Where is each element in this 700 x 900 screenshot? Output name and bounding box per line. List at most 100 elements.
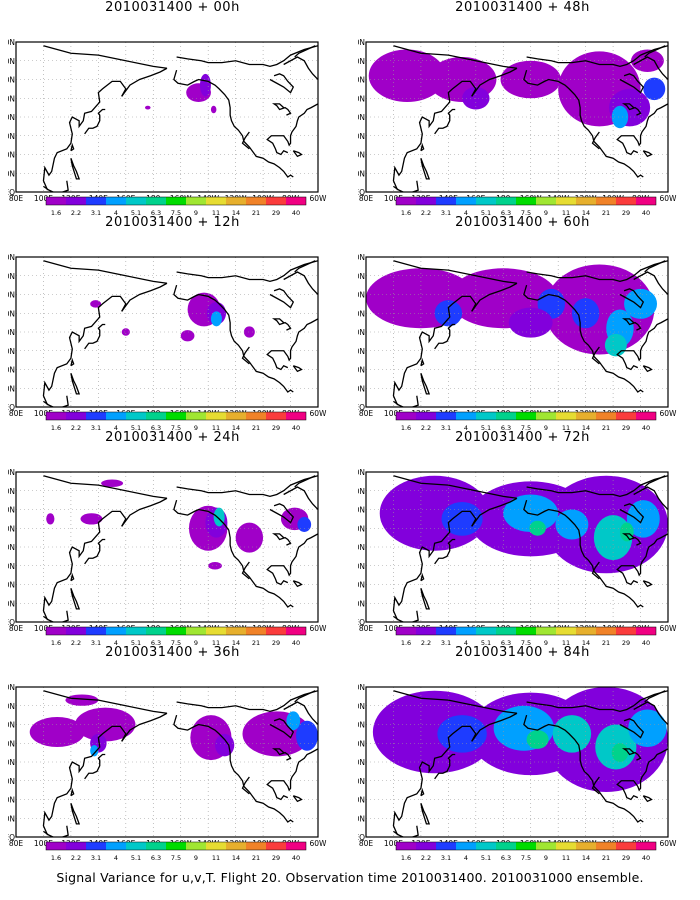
coastline [523,714,644,823]
colorbar-label: 9 [544,424,548,432]
colorbar-swatch [66,412,86,420]
variance-contour-fill [243,326,255,338]
colorbar-label: 1.6 [401,854,411,862]
coastline [616,103,668,156]
lat-tick-label: 60N [8,506,15,515]
colorbar-swatch [536,842,556,850]
colorbar-label: 2.2 [71,209,81,217]
lat-tick-label: 40N [358,113,365,122]
colorbar-label: 4 [464,424,468,432]
colorbar-label: 6.3 [151,639,161,647]
colorbar-swatch [516,197,536,205]
coastline [271,103,292,116]
variance-contour-fill [619,522,634,542]
colorbar-swatch [476,627,496,635]
forecast-panel: 2010031400 + 84h 80N 70N 60N 50N 40N 30N 20N 10N… [350,645,695,862]
variance-contour-fill [437,715,487,753]
lat-tick-label: EQ [8,188,15,197]
colorbar-label: 21 [252,639,260,647]
coastline [70,357,75,367]
lat-tick-label: 80N [358,253,365,262]
colorbar-swatch [596,197,616,205]
colorbar-label: 6.3 [151,424,161,432]
colorbar-swatch [86,197,106,205]
colorbar-label: 7.5 [521,854,531,862]
colorbar-label: 40 [292,854,300,862]
colorbar-swatch [246,412,266,420]
lat-tick-label: EQ [8,403,15,412]
coastline [393,610,419,622]
coastline [621,103,642,116]
coastline [392,80,477,191]
coastline [269,73,295,94]
colorbar: 1.6 2.2 3.1 4 5.1 6.3 7.5 9 11 14 21 29 40 [45,626,307,647]
colorbar-label: 3.1 [91,639,101,647]
colorbar-swatch [636,842,656,850]
lat-tick-label: 20N [8,366,15,375]
colorbar-label: 7.5 [521,424,531,432]
colorbar-label: 1.6 [401,209,411,217]
coastline [619,718,645,739]
colorbar-label: 2.2 [421,424,431,432]
lat-tick-label: 60N [8,721,15,730]
colorbar-swatch [536,412,556,420]
colorbar-label: 9 [544,854,548,862]
colorbar-swatch [286,842,306,850]
variance-contour-fill [80,513,103,525]
colorbar-label: 29 [622,639,630,647]
lat-tick-label: 80N [8,468,15,477]
colorbar-label: 40 [642,209,650,217]
lat-tick-label: 10N [8,814,15,823]
lat-tick-label: 10N [358,599,365,608]
coastline [392,295,477,406]
colorbar-outline [45,196,307,206]
lat-tick-label: EQ [358,188,365,197]
lon-tick-label: 80E [359,839,374,848]
colorbar-label: 40 [642,424,650,432]
colorbar-label: 6.3 [501,639,511,647]
lat-tick-label: 50N [358,739,365,748]
colorbar-label: 5.1 [131,854,141,862]
variance-contour-fill [626,500,660,538]
coastline [42,295,127,406]
coastline [241,131,250,150]
colorbar-label: 21 [602,424,610,432]
colorbar-outline [45,411,307,421]
coastline [633,701,668,725]
lon-tick-label: 100E [384,839,403,848]
coastline [393,475,518,499]
lat-tick-label: 10N [358,384,365,393]
coastline [271,318,292,331]
lon-tick-label: 100E [34,194,53,203]
colorbar-label: 21 [252,424,260,432]
colorbar-swatch [636,412,656,420]
colorbar-swatch [206,627,226,635]
lat-tick-label: 60N [358,76,365,85]
colorbar-swatch [396,412,416,420]
lat-tick-label: 70N [8,57,15,66]
coastline [84,323,106,350]
colorbar-label: 11 [212,209,220,217]
colorbar-swatch [166,627,186,635]
coastline [84,753,106,780]
lon-tick-label: 60W [310,409,328,418]
colorbar: 1.6 2.2 3.1 4 5.1 6.3 7.5 9 11 14 21 29 40 [395,196,657,217]
colorbar-label: 2.2 [71,639,81,647]
colorbar-label: 3.1 [441,639,451,647]
variance-contour-fill [368,49,446,102]
variance-contour-fill [624,288,658,319]
forecast-panel: 2010031400 + 48h 80N 70N 60N 50N 40N 30N 20N 10N… [350,0,695,217]
lon-tick-label: 60W [310,194,328,203]
colorbar-swatch [396,842,416,850]
colorbar-swatch [616,412,636,420]
coastline [43,825,69,837]
coastline [393,260,518,284]
colorbar-label: 1.6 [51,209,61,217]
coastline [173,284,294,393]
colorbar-swatch [226,627,246,635]
colorbar-label: 2.2 [71,424,81,432]
coastline [121,282,168,312]
lat-tick-label: 50N [358,524,365,533]
colorbar-label: 11 [562,854,570,862]
colorbar-swatch [576,412,596,420]
